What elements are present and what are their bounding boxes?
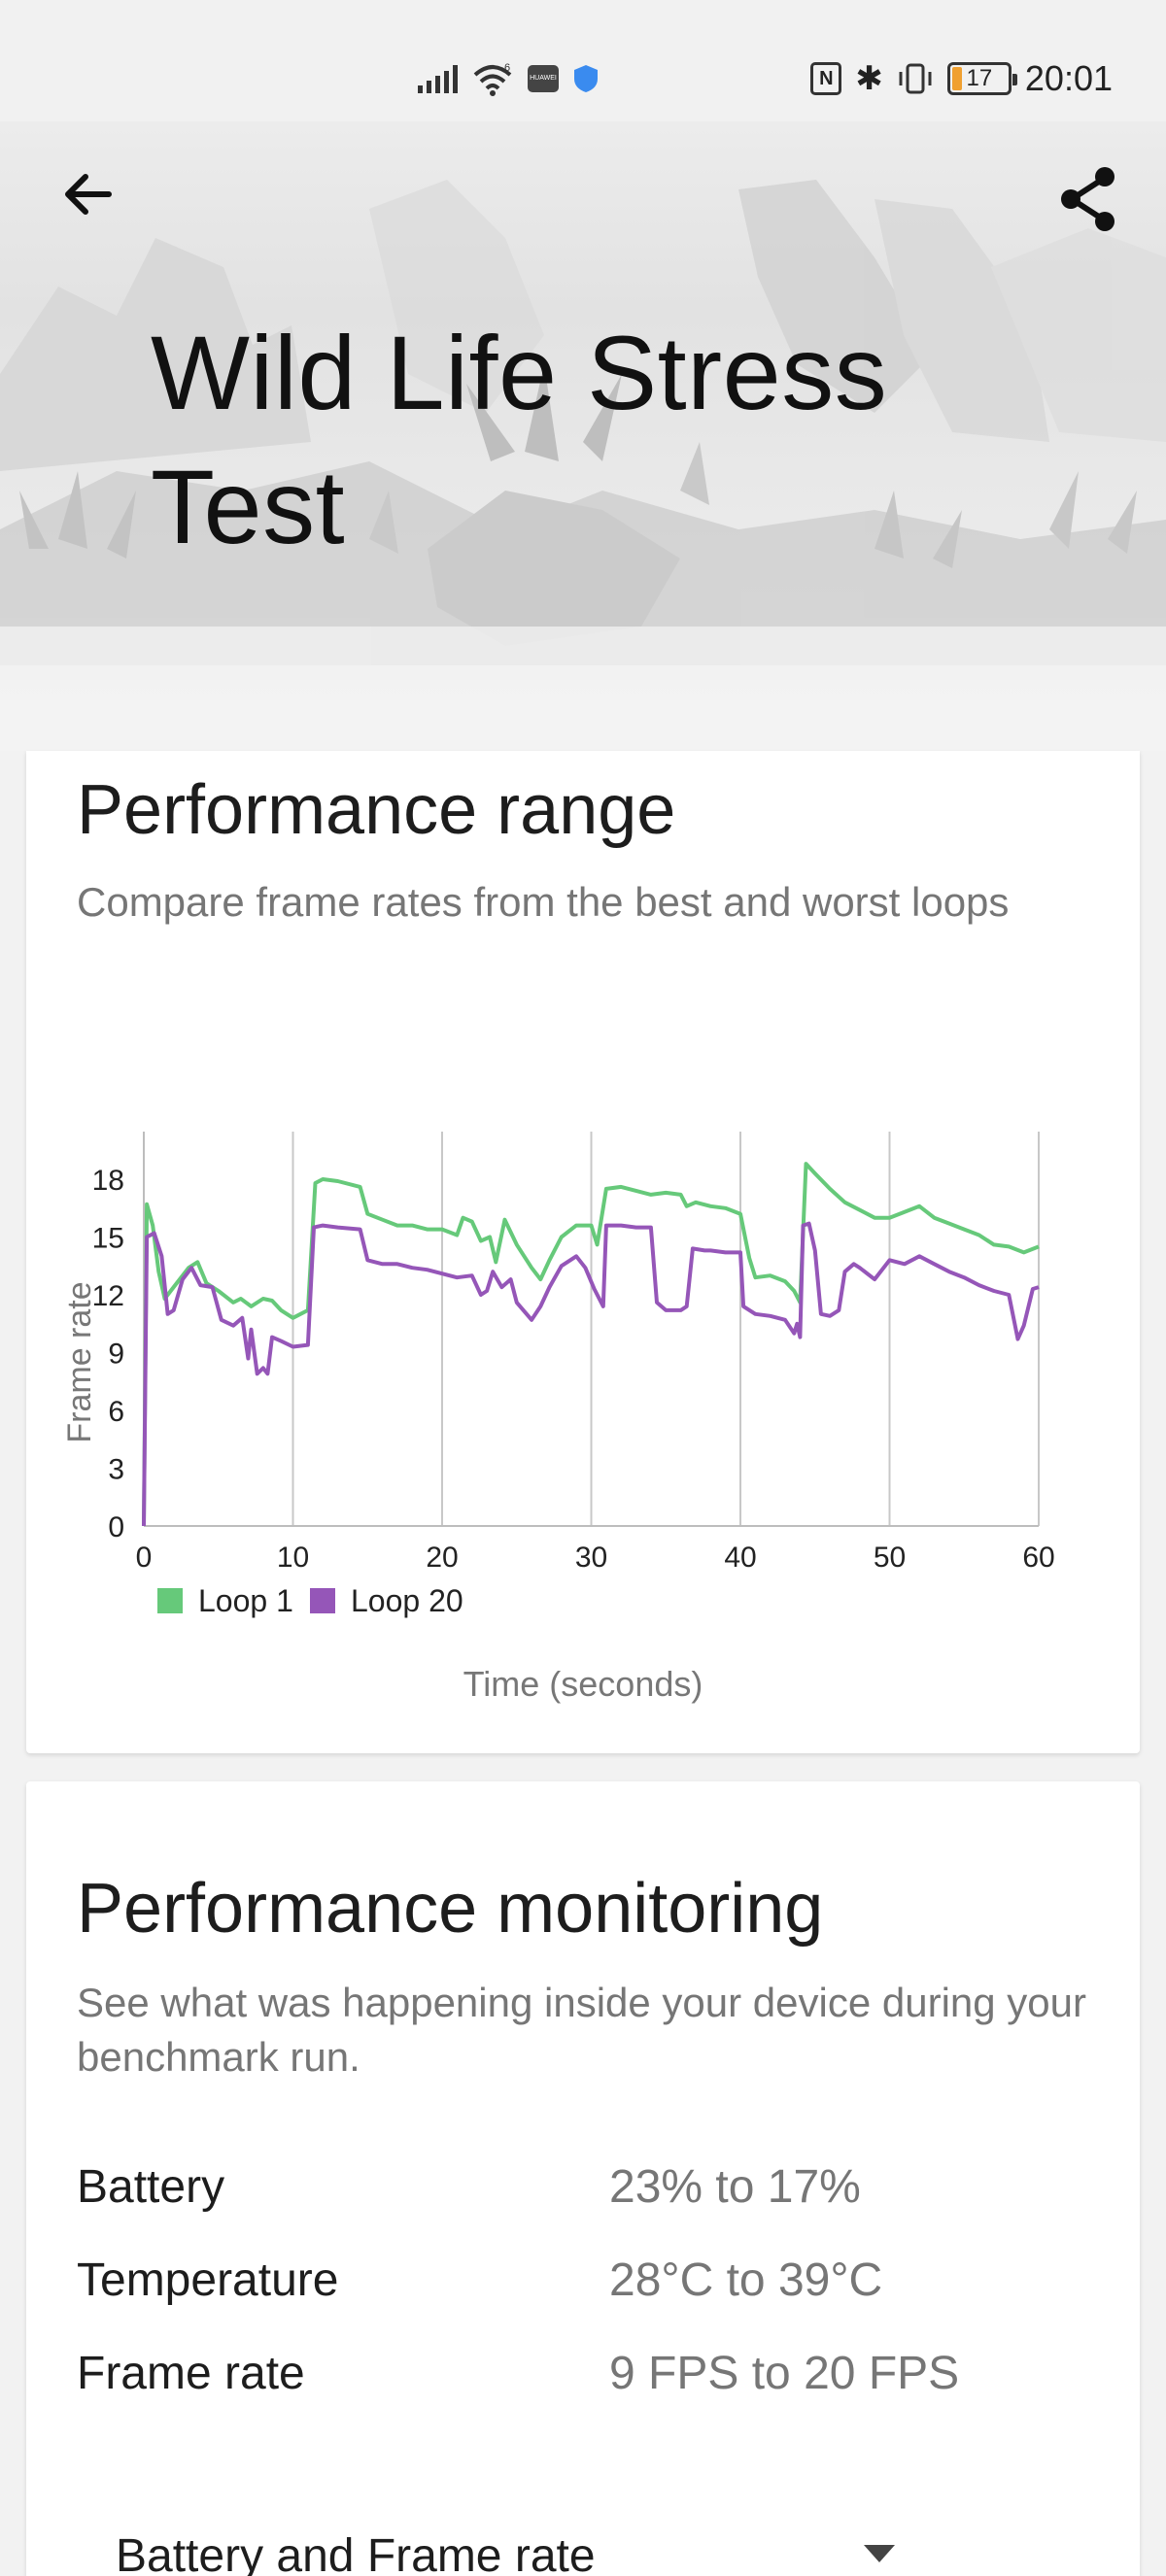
x-tick-label: 60: [1022, 1542, 1054, 1574]
dropdown-selected-value: Battery and Frame rate: [116, 2530, 596, 2576]
frame-rate-chart-svg: 0 3 6 9 12 15 18 0 10 20 30 40 50 60 Frame rate Time (s…: [61, 1132, 1055, 1704]
x-tick-label: 20: [426, 1542, 458, 1574]
battery-level: 17: [966, 65, 993, 91]
stat-row-frame-rate: Frame rate 9 FPS to 20 FPS: [77, 2347, 1107, 2440]
nfc-icon: N: [810, 62, 842, 95]
share-button[interactable]: [1049, 160, 1127, 238]
app-notification-icon: HUAWEI: [528, 65, 559, 92]
wifi-icon: 6: [473, 62, 512, 96]
x-axis-label: Time (seconds): [463, 1664, 703, 1704]
x-tick-label: 30: [575, 1542, 607, 1574]
status-bar-right: N ✱ 17 20:01: [810, 54, 1113, 103]
y-tick-label: 15: [92, 1223, 124, 1255]
status-bar-left: 6 HUAWEI: [418, 54, 600, 103]
share-icon: [1061, 167, 1115, 231]
signal-strength-icon: [418, 64, 458, 93]
stat-value: 23% to 17%: [609, 2161, 861, 2213]
series-line-loop-20: [142, 1221, 1040, 1527]
stat-value: 9 FPS to 20 FPS: [609, 2348, 960, 2399]
y-tick-label: 3: [108, 1454, 124, 1486]
back-button[interactable]: [53, 160, 121, 228]
performance-monitoring-title: Performance monitoring: [77, 1870, 824, 1948]
y-tick-label: 9: [108, 1339, 124, 1371]
y-tick-label: 0: [108, 1511, 124, 1543]
vibrate-icon: [899, 63, 932, 94]
y-tick-label: 6: [108, 1396, 124, 1428]
chart-metric-dropdown[interactable]: Battery and Frame rate: [116, 2529, 951, 2576]
x-tick-label: 10: [277, 1542, 309, 1574]
frame-rate-chart: 0 3 6 9 12 15 18 0 10 20 30 40 50 60 Frame rate Time (s…: [26, 1101, 1140, 1742]
performance-range-subtitle: Compare frame rates from the best and wo…: [77, 879, 1010, 925]
legend-swatch: [157, 1588, 183, 1613]
x-tick-label: 50: [874, 1542, 906, 1574]
legend-label: Loop 1: [198, 1583, 293, 1618]
performance-monitoring-card: Performance monitoring See what was happ…: [26, 1781, 1140, 2576]
stat-value: 28°C to 39°C: [609, 2254, 883, 2306]
status-time: 20:01: [1024, 58, 1113, 98]
arrow-left-icon: [65, 174, 112, 215]
stat-row-battery: Battery 23% to 17%: [77, 2160, 1107, 2254]
legend-label: Loop 20: [351, 1583, 463, 1618]
series-line-loop-1: [142, 1162, 1040, 1527]
bluetooth-icon: ✱: [855, 60, 883, 97]
stat-label: Frame rate: [77, 2348, 305, 2399]
network-label: 6: [504, 62, 510, 74]
stat-label: Battery: [77, 2161, 225, 2213]
shield-icon: [574, 65, 598, 92]
stat-row-temperature: Temperature 28°C to 39°C: [77, 2254, 1107, 2347]
y-axis-label: Frame rate: [61, 1281, 98, 1442]
performance-monitoring-subtitle: See what was happening inside your devic…: [77, 1980, 1086, 2080]
y-tick-label: 18: [92, 1165, 124, 1197]
performance-range-card: Performance range Compare frame rates fr…: [26, 751, 1140, 1753]
battery-icon: 17: [946, 62, 1017, 95]
hero-background-image: [0, 180, 1166, 751]
y-tick-label: 12: [92, 1280, 124, 1312]
stat-label: Temperature: [77, 2254, 339, 2306]
hero-header: Wild Life Stress Test: [0, 121, 1166, 751]
chevron-down-icon: [864, 2545, 895, 2562]
page-title: Wild Life Stress Test: [151, 314, 888, 565]
status-bar: 6 HUAWEI N ✱ 17 20:01: [0, 0, 1166, 121]
x-tick-label: 0: [136, 1542, 153, 1574]
performance-range-title: Performance range: [77, 771, 676, 849]
stats-list: Battery 23% to 17% Temperature 28°C to 3…: [77, 2160, 1107, 2440]
legend-swatch: [310, 1588, 335, 1613]
x-tick-label: 40: [724, 1542, 756, 1574]
